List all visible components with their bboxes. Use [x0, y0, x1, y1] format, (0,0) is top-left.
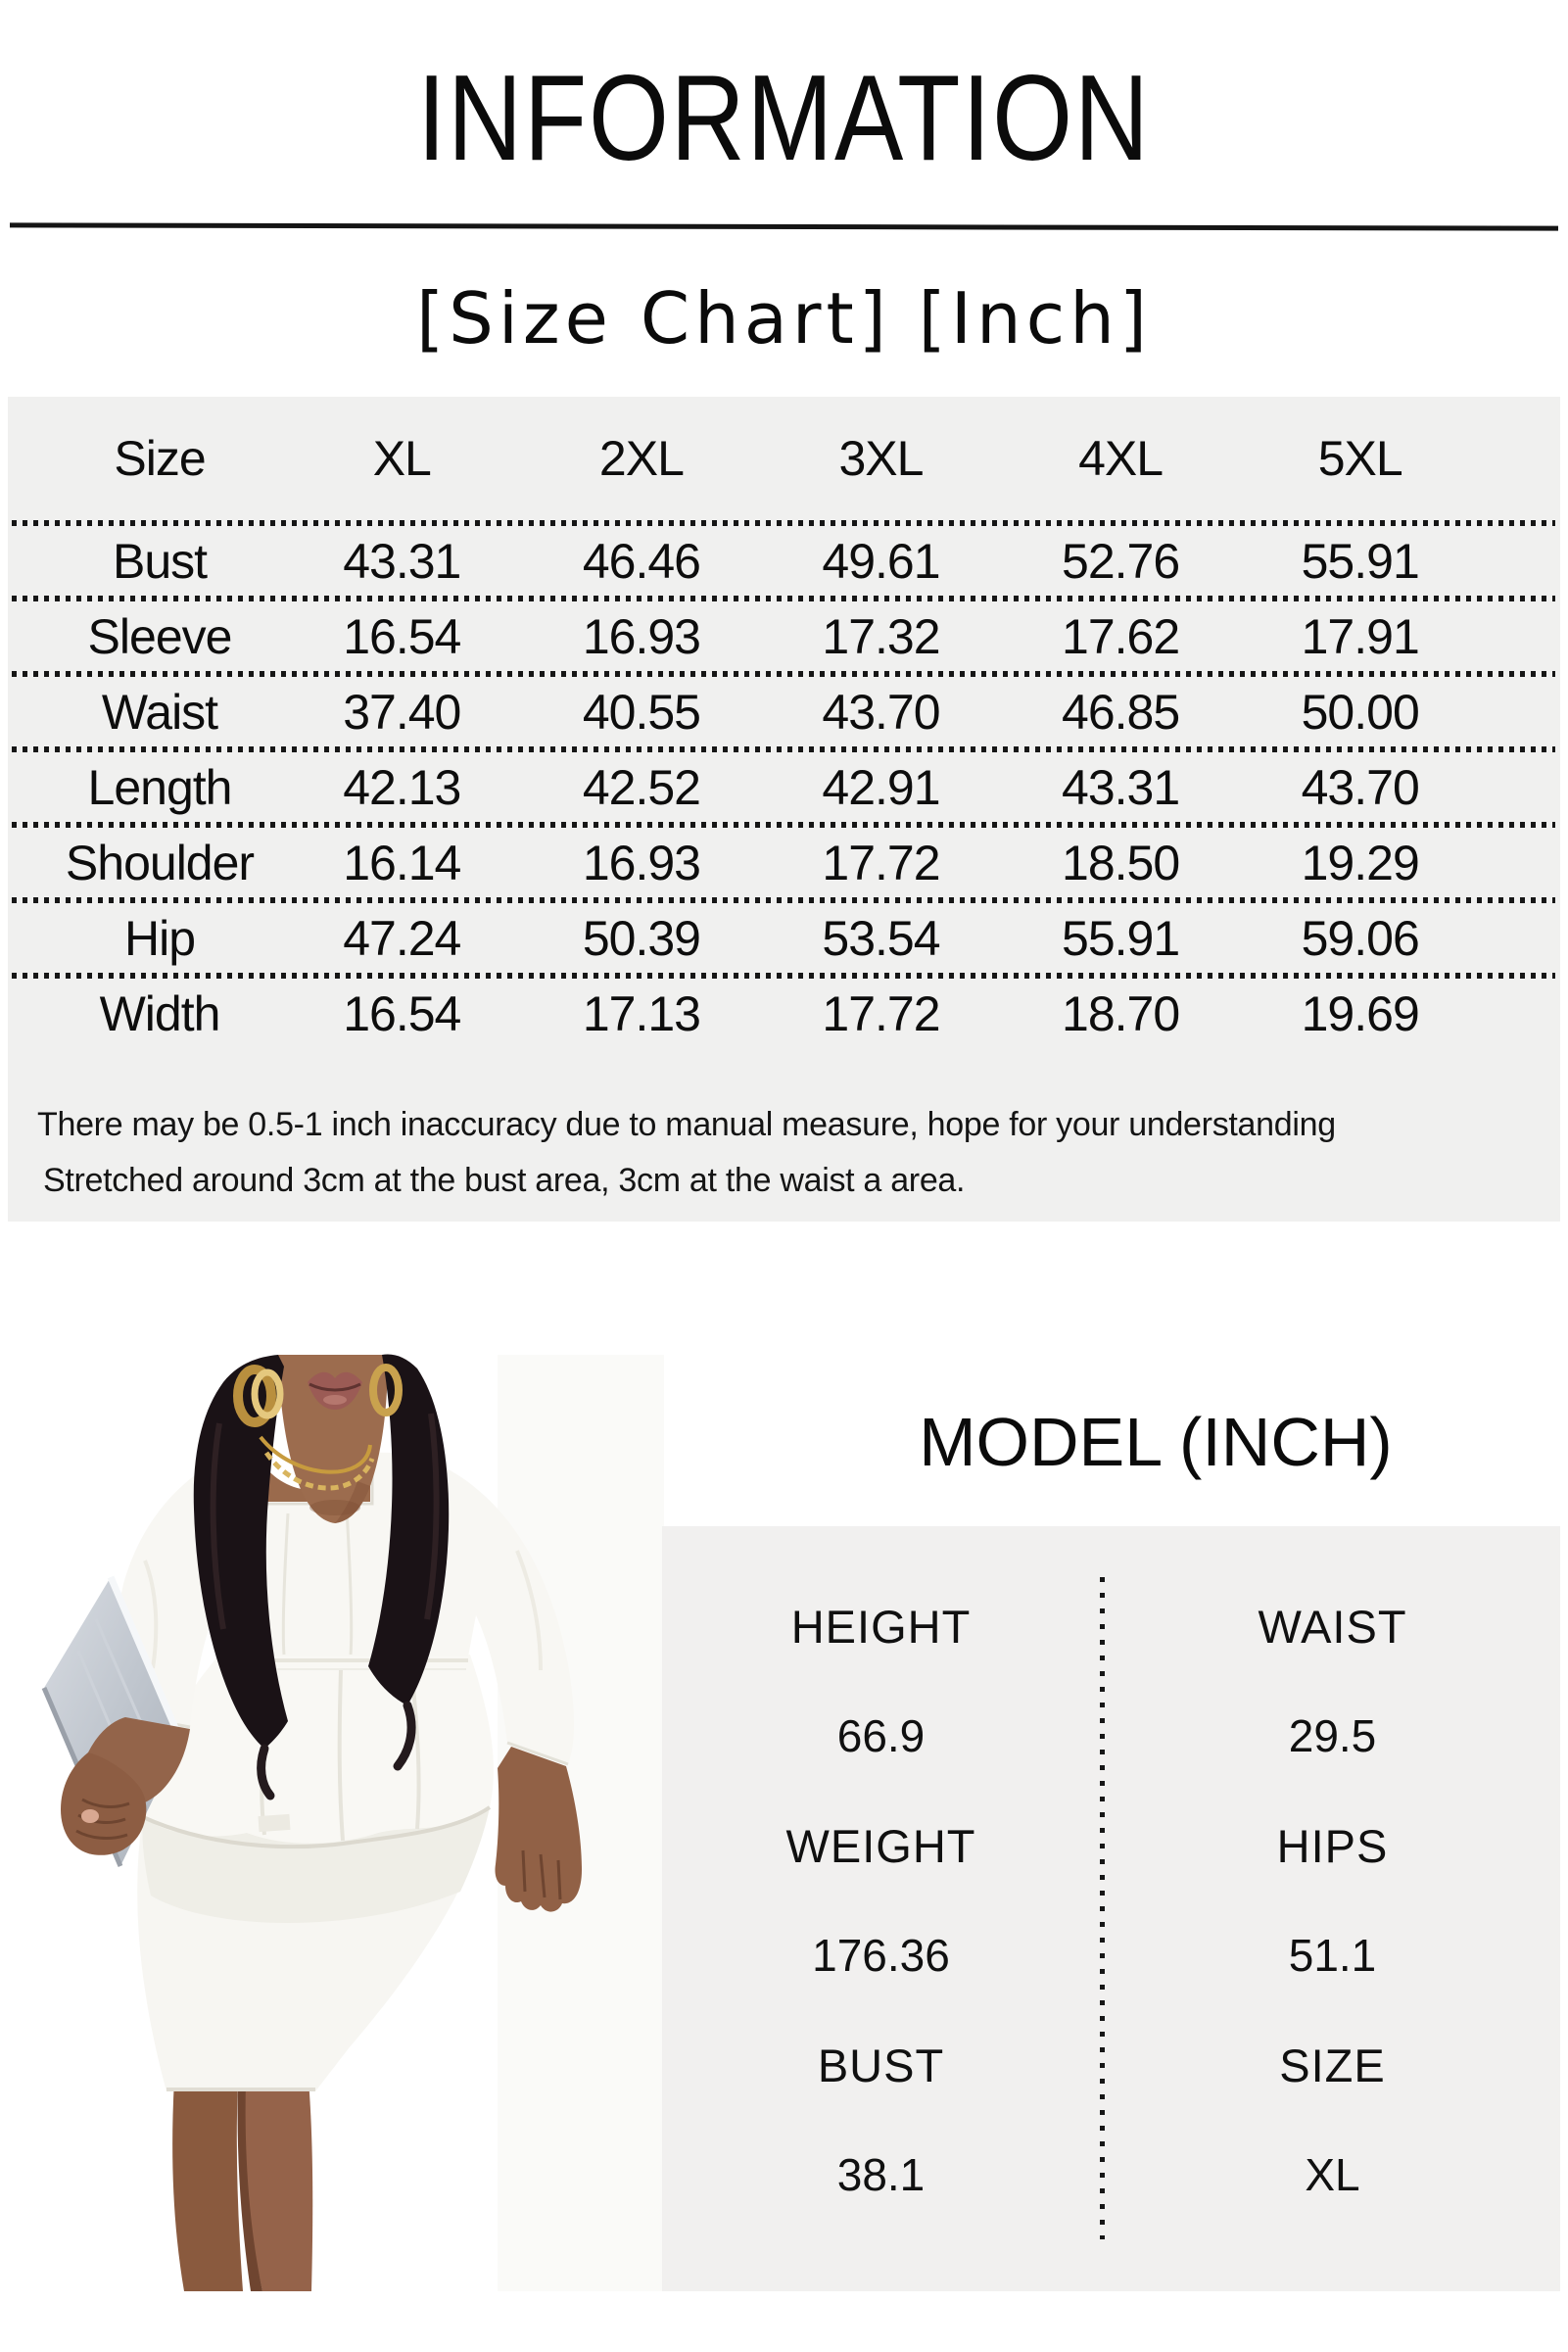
size-cell: 55.91 [1301, 533, 1420, 589]
size-cell: 17.91 [1301, 608, 1420, 664]
size-cell: 43.70 [1301, 759, 1420, 815]
dotted-separator [12, 822, 1555, 828]
size-cell: 37.40 [343, 684, 461, 740]
stat-label-hips: HIPS [1276, 1819, 1389, 1872]
size-cell: 17.72 [822, 835, 940, 890]
column-header-3xl: 3XL [838, 431, 925, 486]
size-cell: 42.91 [822, 759, 940, 815]
column-header-size: Size [114, 431, 206, 486]
dotted-separator [12, 897, 1555, 903]
dotted-separator [12, 671, 1555, 677]
size-cell: 52.76 [1062, 533, 1180, 589]
model-left-arm [61, 1717, 190, 1855]
row-label: Shoulder [65, 835, 255, 890]
model-stats-right-column: WAIST 29.5 HIPS 51.1 SIZE XL [1105, 1571, 1560, 2230]
size-cell: 19.29 [1301, 835, 1420, 890]
size-cell: 43.70 [822, 684, 940, 740]
model-legs [172, 2080, 313, 2291]
note-line-2: Stretched around 3cm at the bust area, 3… [43, 1162, 966, 1199]
stat-value-height: 66.9 [836, 1710, 926, 1761]
size-cell: 17.32 [822, 608, 940, 664]
stat-value-hips: 51.1 [1288, 1930, 1377, 1981]
model-stats-left-column: HEIGHT 66.9 WEIGHT 176.36 BUST 38.1 [662, 1571, 1100, 2230]
dotted-separator [12, 973, 1555, 979]
column-header-xl: XL [372, 431, 432, 486]
size-cell: 40.55 [582, 684, 701, 740]
size-cell: 46.46 [582, 533, 701, 589]
stat-label-weight: WEIGHT [785, 1819, 976, 1872]
dotted-separator [12, 596, 1555, 601]
size-cell: 16.14 [343, 835, 461, 890]
stat-value-weight: 176.36 [812, 1930, 950, 1981]
stat-label-waist: WAIST [1258, 1600, 1407, 1653]
size-cell: 18.50 [1062, 835, 1180, 890]
model-measurements-panel: HEIGHT 66.9 WEIGHT 176.36 BUST 38.1 WAIS… [662, 1526, 1560, 2291]
size-cell: 47.24 [343, 910, 461, 966]
table-row-waist: Waist 37.40 40.55 43.70 46.85 50.00 [37, 677, 1480, 746]
page-title: INFORMATION [0, 45, 1568, 192]
stat-label-size: SIZE [1279, 2039, 1386, 2091]
row-label: Hip [123, 910, 196, 966]
dotted-separator [12, 746, 1555, 752]
vertical-dotted-divider [1100, 1577, 1105, 2239]
table-row-sleeve: Sleeve 16.54 16.93 17.32 17.62 17.91 [37, 601, 1480, 671]
size-cell: 49.61 [822, 533, 940, 589]
model-section-title: MODEL (INCH) [919, 1404, 1393, 1480]
size-cell: 19.69 [1301, 985, 1420, 1041]
row-label: Width [99, 985, 221, 1041]
table-row-hip: Hip 47.24 50.39 53.54 55.91 59.06 [37, 903, 1480, 973]
size-cell: 16.54 [343, 985, 461, 1041]
size-cell: 43.31 [1062, 759, 1180, 815]
row-label: Length [87, 759, 233, 815]
size-cell: 59.06 [1301, 910, 1420, 966]
size-cell: 42.13 [343, 759, 461, 815]
size-cell: 42.52 [582, 759, 701, 815]
column-header-5xl: 5XL [1317, 431, 1403, 486]
model-face [278, 1355, 388, 1523]
size-cell: 16.93 [582, 608, 701, 664]
size-cell: 46.85 [1062, 684, 1180, 740]
table-row-bust: Bust 43.31 46.46 49.61 52.76 55.91 [37, 526, 1480, 596]
size-chart-subtitle: [Size Chart] [Inch] [416, 277, 1152, 360]
dotted-separator [12, 520, 1555, 526]
gold-necklace [259, 1435, 375, 1491]
gold-earrings [233, 1364, 403, 1427]
stat-label-bust: BUST [817, 2039, 945, 2091]
model-photo [27, 1306, 664, 2291]
size-cell: 17.72 [822, 985, 940, 1041]
table-row-length: Length 42.13 42.52 42.91 43.31 43.70 [37, 752, 1480, 822]
table-row-shoulder: Shoulder 16.14 16.93 17.72 18.50 19.29 [37, 828, 1480, 897]
size-cell: 55.91 [1062, 910, 1180, 966]
model-hair [193, 1354, 450, 1800]
page-title-text: INFORMATION [417, 51, 1151, 186]
table-header-row: Size XL 2XL 3XL 4XL 5XL [37, 397, 1480, 520]
row-label: Bust [112, 533, 208, 589]
size-cell: 16.93 [582, 835, 701, 890]
measurement-notes: There may be 0.5-1 inch inaccuracy due t… [37, 1097, 1480, 1209]
title-divider-rule [9, 222, 1559, 231]
size-cell: 53.54 [822, 910, 940, 966]
row-label: Waist [101, 684, 218, 740]
size-cell: 17.62 [1062, 608, 1180, 664]
table-row-width: Width 16.54 17.13 17.72 18.70 19.69 [37, 979, 1480, 1048]
column-header-4xl: 4XL [1078, 431, 1164, 486]
model-photo-illustration [27, 1306, 664, 2291]
size-cell: 17.13 [582, 985, 701, 1041]
model-right-arm [495, 1747, 582, 1912]
column-header-2xl: 2XL [598, 431, 685, 486]
note-line-1: There may be 0.5-1 inch inaccuracy due t… [37, 1106, 1336, 1143]
size-cell: 43.31 [343, 533, 461, 589]
size-cell: 16.54 [343, 608, 461, 664]
stat-value-waist: 29.5 [1288, 1710, 1377, 1761]
stat-value-bust: 38.1 [836, 2149, 926, 2200]
stat-value-size: XL [1305, 2149, 1360, 2200]
row-label: Sleeve [87, 608, 233, 664]
size-chart-table: Size XL 2XL 3XL 4XL 5XL Bust 43.31 46.46… [8, 397, 1560, 1222]
size-cell: 50.00 [1301, 684, 1420, 740]
size-cell: 50.39 [582, 910, 701, 966]
stat-label-height: HEIGHT [790, 1600, 972, 1653]
size-cell: 18.70 [1062, 985, 1180, 1041]
